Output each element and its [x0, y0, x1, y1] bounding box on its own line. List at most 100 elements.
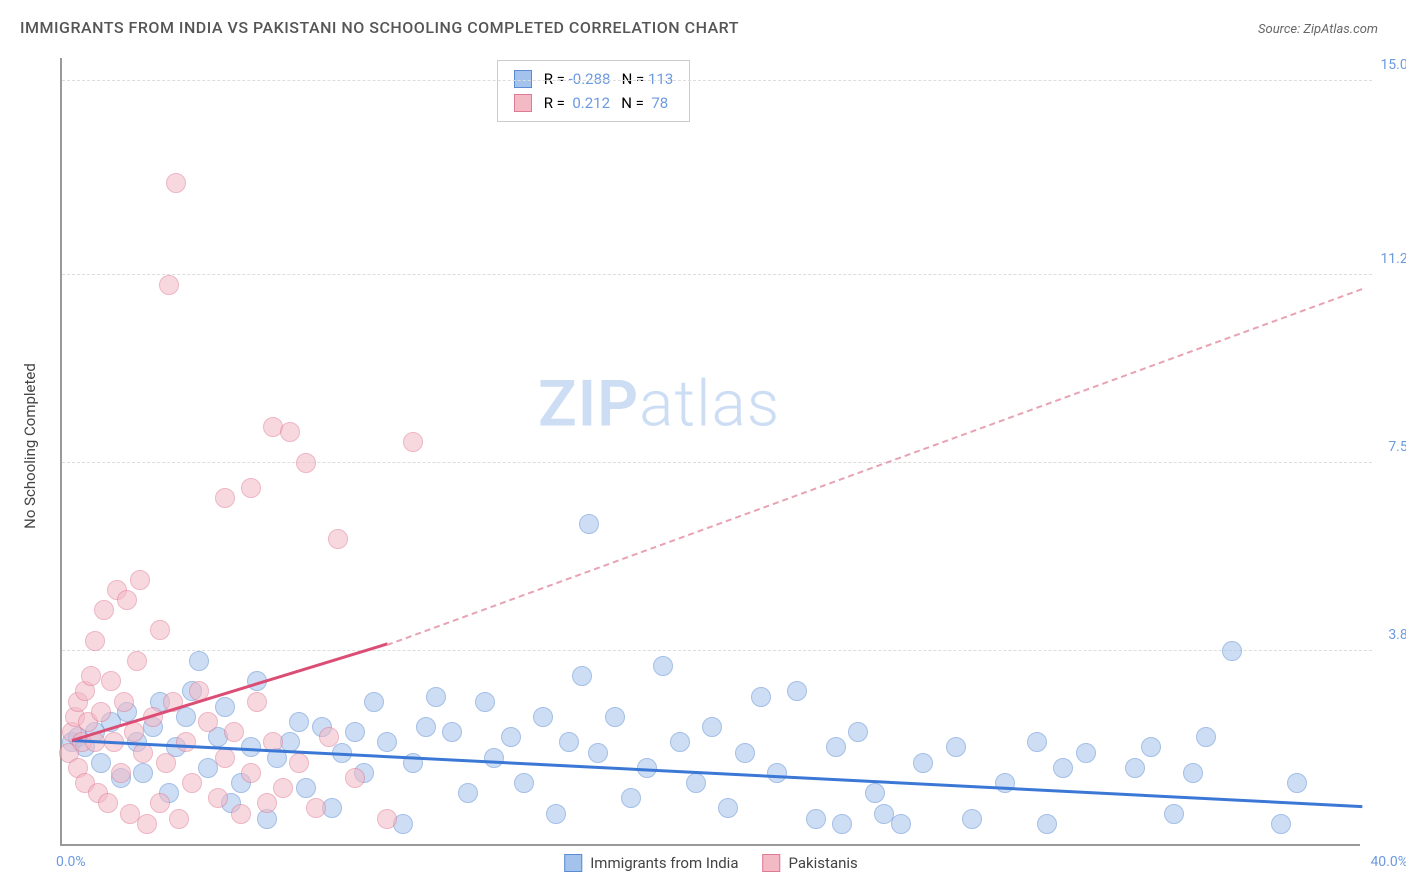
legend-swatch: [514, 94, 532, 112]
legend-text: R = -0.288 N = 113: [540, 67, 673, 91]
data-point: [403, 432, 423, 452]
legend-swatch: [564, 854, 582, 872]
plot-area: ZIPatlas R = -0.288 N = 113 R = 0.212 N …: [60, 58, 1360, 846]
data-point: [533, 707, 553, 727]
gridline: [62, 80, 1372, 81]
data-point: [215, 697, 235, 717]
watermark: ZIPatlas: [538, 366, 780, 441]
data-point: [111, 763, 131, 783]
data-point: [806, 809, 826, 829]
data-point: [137, 814, 157, 834]
gridline: [62, 650, 1372, 651]
data-point: [1037, 814, 1057, 834]
chart-title: IMMIGRANTS FROM INDIA VS PAKISTANI NO SC…: [20, 18, 739, 37]
data-point: [159, 275, 179, 295]
data-point: [702, 717, 722, 737]
data-point: [751, 687, 771, 707]
data-point: [891, 814, 911, 834]
data-point: [130, 570, 150, 590]
data-point: [176, 707, 196, 727]
legend-row: R = -0.288 N = 113: [514, 67, 673, 91]
y-axis-label: No Schooling Completed: [21, 363, 39, 529]
x-tick-max: 40.0%: [1370, 854, 1406, 870]
data-point: [231, 804, 251, 824]
data-point: [150, 793, 170, 813]
data-point: [156, 753, 176, 773]
data-point: [946, 737, 966, 757]
data-point: [198, 712, 218, 732]
data-point: [182, 773, 202, 793]
data-point: [166, 173, 186, 193]
data-point: [735, 743, 755, 763]
data-point: [377, 809, 397, 829]
data-point: [686, 773, 706, 793]
data-point: [865, 783, 885, 803]
data-point: [1196, 727, 1216, 747]
source-attribution: Source: ZipAtlas.com: [1258, 22, 1378, 37]
data-point: [377, 732, 397, 752]
data-point: [442, 722, 462, 742]
correlation-legend: R = -0.288 N = 113 R = 0.212 N = 78: [497, 60, 690, 122]
x-tick-min: 0.0%: [56, 854, 86, 870]
data-point: [572, 666, 592, 686]
data-point: [319, 727, 339, 747]
data-point: [426, 687, 446, 707]
data-point: [514, 773, 534, 793]
data-point: [1222, 641, 1242, 661]
data-point: [85, 631, 105, 651]
data-point: [133, 763, 153, 783]
legend-swatch: [763, 854, 781, 872]
data-point: [224, 722, 244, 742]
data-point: [215, 488, 235, 508]
legend-item: Immigrants from India: [564, 854, 738, 872]
y-tick-label: 11.2%: [1380, 251, 1406, 267]
legend-text: R = 0.212 N = 78: [540, 91, 668, 115]
data-point: [241, 478, 261, 498]
data-point: [1141, 737, 1161, 757]
data-point: [832, 814, 852, 834]
data-point: [913, 753, 933, 773]
data-point: [579, 514, 599, 534]
data-point: [670, 732, 690, 752]
data-point: [1125, 758, 1145, 778]
data-point: [117, 590, 137, 610]
y-tick-label: 15.0%: [1380, 57, 1406, 73]
data-point: [328, 529, 348, 549]
data-point: [296, 453, 316, 473]
data-point: [826, 737, 846, 757]
y-tick-label: 7.5%: [1388, 439, 1406, 455]
data-point: [189, 651, 209, 671]
data-point: [1027, 732, 1047, 752]
legend-swatch: [514, 70, 532, 88]
y-tick-label: 3.8%: [1388, 627, 1406, 643]
data-point: [501, 727, 521, 747]
data-point: [559, 732, 579, 752]
data-point: [718, 798, 738, 818]
data-point: [458, 783, 478, 803]
data-point: [81, 666, 101, 686]
data-point: [1053, 758, 1073, 778]
data-point: [364, 692, 384, 712]
data-point: [208, 788, 228, 808]
legend-label: Immigrants from India: [590, 854, 738, 872]
gridline: [62, 462, 1372, 463]
data-point: [169, 809, 189, 829]
data-point: [416, 717, 436, 737]
data-point: [484, 748, 504, 768]
data-point: [1183, 763, 1203, 783]
data-point: [289, 753, 309, 773]
data-point: [345, 768, 365, 788]
data-point: [962, 809, 982, 829]
data-point: [848, 722, 868, 742]
series-legend: Immigrants from IndiaPakistanis: [564, 854, 858, 872]
data-point: [605, 707, 625, 727]
data-point: [91, 753, 111, 773]
data-point: [296, 778, 316, 798]
data-point: [475, 692, 495, 712]
data-point: [127, 651, 147, 671]
data-point: [289, 712, 309, 732]
data-point: [91, 702, 111, 722]
data-point: [273, 778, 293, 798]
data-point: [241, 763, 261, 783]
data-point: [150, 620, 170, 640]
